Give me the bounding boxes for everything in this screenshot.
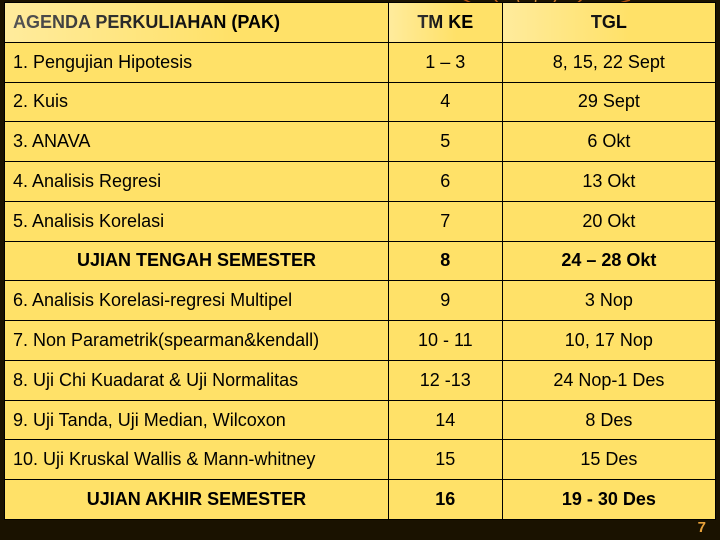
table-row: 1. Pengujian Hipotesis1 – 38, 15, 22 Sep… — [5, 42, 716, 82]
cell-tm: 1 – 3 — [388, 42, 502, 82]
cell-tm: 4 — [388, 82, 502, 122]
cell-tgl: 15 Des — [502, 440, 715, 480]
cell-tm: 9 — [388, 281, 502, 321]
header-tgl: TGL — [502, 3, 715, 43]
cell-tgl: 24 – 28 Okt — [502, 241, 715, 281]
cell-agenda: 7. Non Parametrik(spearman&kendall) — [5, 321, 389, 361]
cell-tm: 16 — [388, 480, 502, 520]
table-row: 3. ANAVA56 Okt — [5, 122, 716, 162]
cell-tgl: 13 Okt — [502, 162, 715, 202]
table-row: 9. Uji Tanda, Uji Median, Wilcoxon148 De… — [5, 400, 716, 440]
table-row: 2. Kuis429 Sept — [5, 82, 716, 122]
cell-tm: 8 — [388, 241, 502, 281]
cell-tgl: 8 Des — [502, 400, 715, 440]
header-agenda: AGENDA PERKULIAHAN (PAK) — [5, 3, 389, 43]
cell-agenda: 2. Kuis — [5, 82, 389, 122]
cell-tgl: 19 - 30 Des — [502, 480, 715, 520]
cell-agenda: 6. Analisis Korelasi-regresi Multipel — [5, 281, 389, 321]
agenda-table: AGENDA PERKULIAHAN (PAK) TM KE TGL 1. Pe… — [4, 2, 716, 520]
cell-tm: 7 — [388, 201, 502, 241]
cell-agenda: 3. ANAVA — [5, 122, 389, 162]
table-row: 6. Analisis Korelasi-regresi Multipel93 … — [5, 281, 716, 321]
table-row: 5. Analisis Korelasi720 Okt — [5, 201, 716, 241]
cell-tgl: 6 Okt — [502, 122, 715, 162]
cell-agenda: 1. Pengujian Hipotesis — [5, 42, 389, 82]
header-tm: TM KE — [388, 3, 502, 43]
cell-agenda: 5. Analisis Korelasi — [5, 201, 389, 241]
table-row: UJIAN AKHIR SEMESTER1619 - 30 Des — [5, 480, 716, 520]
cell-agenda: UJIAN TENGAH SEMESTER — [5, 241, 389, 281]
cell-tgl: 10, 17 Nop — [502, 321, 715, 361]
cell-tgl: 29 Sept — [502, 82, 715, 122]
table-row: 4. Analisis Regresi613 Okt — [5, 162, 716, 202]
cell-tgl: 20 Okt — [502, 201, 715, 241]
table-row: 7. Non Parametrik(spearman&kendall)10 - … — [5, 321, 716, 361]
cell-tgl: 8, 15, 22 Sept — [502, 42, 715, 82]
cell-tm: 14 — [388, 400, 502, 440]
page-number: 7 — [698, 519, 706, 536]
cell-tm: 5 — [388, 122, 502, 162]
table-row: 8. Uji Chi Kuadarat & Uji Normalitas12 -… — [5, 360, 716, 400]
table-row: 10. Uji Kruskal Wallis & Mann-whitney151… — [5, 440, 716, 480]
cell-agenda: 8. Uji Chi Kuadarat & Uji Normalitas — [5, 360, 389, 400]
cell-tgl: 24 Nop-1 Des — [502, 360, 715, 400]
cell-tm: 15 — [388, 440, 502, 480]
cell-tm: 10 - 11 — [388, 321, 502, 361]
agenda-table-wrap: AGENDA PERKULIAHAN (PAK) TM KE TGL 1. Pe… — [4, 2, 716, 520]
cell-agenda: 10. Uji Kruskal Wallis & Mann-whitney — [5, 440, 389, 480]
cell-agenda: 4. Analisis Regresi — [5, 162, 389, 202]
table-row: UJIAN TENGAH SEMESTER824 – 28 Okt — [5, 241, 716, 281]
table-header-row: AGENDA PERKULIAHAN (PAK) TM KE TGL — [5, 3, 716, 43]
cell-tm: 6 — [388, 162, 502, 202]
cell-agenda: UJIAN AKHIR SEMESTER — [5, 480, 389, 520]
cell-tgl: 3 Nop — [502, 281, 715, 321]
cell-tm: 12 -13 — [388, 360, 502, 400]
cell-agenda: 9. Uji Tanda, Uji Median, Wilcoxon — [5, 400, 389, 440]
